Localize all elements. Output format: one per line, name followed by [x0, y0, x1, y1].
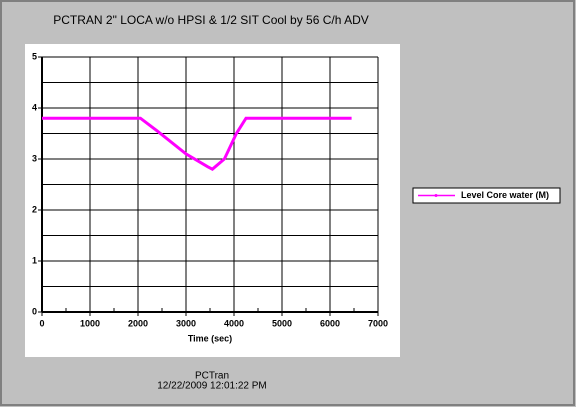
y-tick-label: 3 [32, 153, 37, 163]
x-tick-label: 7000 [368, 318, 388, 328]
y-tick-label: 1 [32, 255, 37, 265]
x-tick-label: 2000 [128, 318, 148, 328]
x-axis-label: Time (sec) [188, 333, 232, 343]
x-tick-label: 4000 [224, 318, 244, 328]
y-tick-label: 2 [32, 204, 37, 214]
footer-app: PCTran [195, 371, 229, 382]
footer-timestamp: 12/22/2009 12:01:22 PM [157, 381, 267, 392]
x-tick-label: 0 [39, 318, 44, 328]
legend-label: Level Core water (M) [461, 190, 549, 200]
x-tick-label: 5000 [272, 318, 292, 328]
y-tick-label: 0 [32, 306, 37, 316]
y-tick-label: 4 [32, 102, 37, 112]
legend-box [412, 187, 561, 204]
x-tick-label: 3000 [176, 318, 196, 328]
y-tick-label: 5 [32, 51, 37, 61]
x-tick-label: 6000 [320, 318, 340, 328]
data-line [42, 116, 352, 172]
chart-title: PCTRAN 2" LOCA w/o HPSI & 1/2 SIT Cool b… [53, 13, 369, 27]
plot-panel [25, 44, 400, 357]
x-tick-label: 1000 [80, 318, 100, 328]
legend-marker [434, 194, 438, 197]
